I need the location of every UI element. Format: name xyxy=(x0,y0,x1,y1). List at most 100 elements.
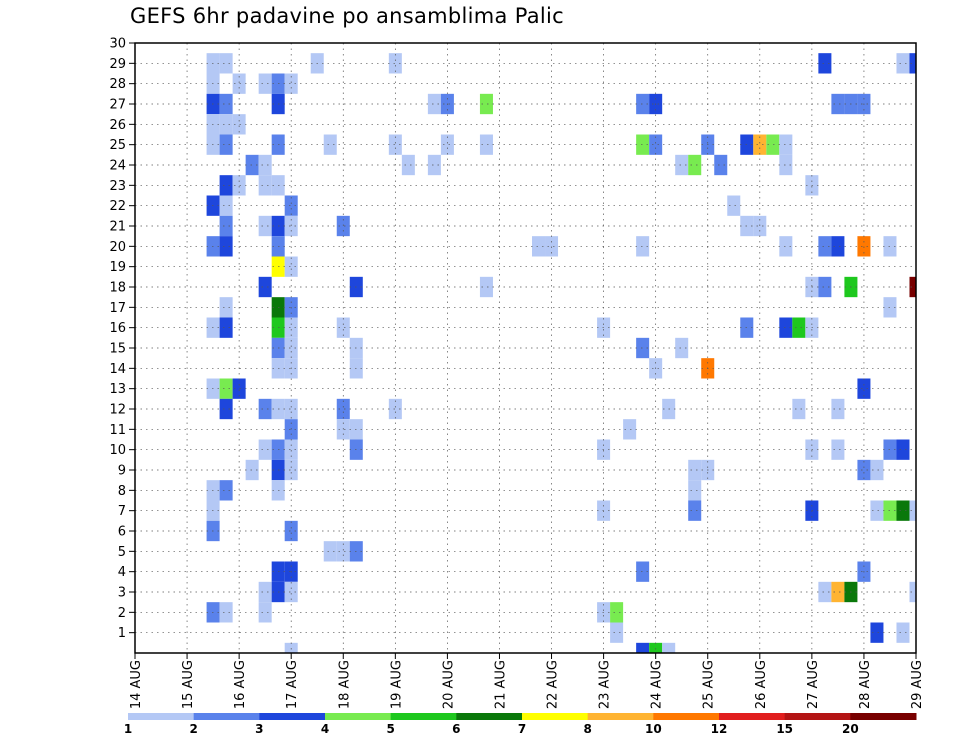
legend-swatch xyxy=(653,713,720,720)
x-tick-label: 19 AUG xyxy=(389,660,404,709)
precip-cell xyxy=(766,134,780,155)
precip-cell xyxy=(258,154,272,176)
y-tick-label: 6 xyxy=(118,525,126,540)
y-tick-label: 4 xyxy=(118,565,126,580)
precip-cell xyxy=(688,459,702,481)
y-tick-label: 27 xyxy=(109,98,126,113)
precip-cell xyxy=(232,73,246,94)
y-tick-label: 15 xyxy=(109,342,126,357)
precip-cell xyxy=(779,134,793,155)
precip-cell xyxy=(675,337,689,359)
y-tick-label: 25 xyxy=(109,138,126,153)
x-tick-label: 21 AUG xyxy=(493,660,508,709)
precip-cell xyxy=(818,236,832,257)
y-tick-label: 21 xyxy=(109,220,126,235)
precip-cell xyxy=(636,561,650,582)
precip-cell xyxy=(831,236,845,257)
precip-cell xyxy=(636,134,650,155)
precip-cell xyxy=(909,276,916,298)
legend-label: 12 xyxy=(711,722,728,736)
x-tick-label: 26 AUG xyxy=(754,660,769,709)
precip-cell xyxy=(336,317,350,338)
precip-cell xyxy=(857,459,871,481)
precip-cell xyxy=(323,134,337,155)
precip-cell xyxy=(779,154,793,176)
precip-cell xyxy=(870,500,884,521)
precip-cell xyxy=(219,398,233,420)
precip-cell xyxy=(688,154,702,176)
y-tick-label: 30 xyxy=(109,37,126,52)
precip-cell xyxy=(219,215,233,237)
precip-cell xyxy=(219,53,233,74)
legend-swatch xyxy=(456,713,523,720)
legend-label: 3 xyxy=(255,722,263,736)
legend-swatch xyxy=(390,713,457,720)
precip-cell xyxy=(688,480,702,501)
precip-cell xyxy=(401,154,415,176)
y-tick-label: 2 xyxy=(118,606,126,621)
precip-cell xyxy=(479,276,493,298)
precip-cell xyxy=(896,439,910,460)
precip-cell xyxy=(232,114,246,135)
y-tick-label: 29 xyxy=(109,57,126,72)
precip-cell xyxy=(636,337,650,359)
precip-cell xyxy=(388,398,402,420)
precip-cell xyxy=(219,175,233,196)
y-axis: 1234567891011121314151617181920212223242… xyxy=(109,37,135,641)
precip-cell xyxy=(896,53,910,74)
x-tick-label: 25 AUG xyxy=(702,660,717,709)
precip-cell xyxy=(284,642,298,653)
x-tick-label: 23 AUG xyxy=(598,660,613,709)
legend-swatch xyxy=(259,713,326,720)
precip-cell xyxy=(388,53,402,74)
precip-cell xyxy=(857,236,871,257)
precip-cell xyxy=(727,195,741,216)
y-tick-label: 1 xyxy=(118,626,126,641)
precip-cell xyxy=(896,500,910,521)
y-tick-label: 23 xyxy=(109,179,126,194)
precip-cell xyxy=(336,541,350,562)
precip-cell xyxy=(284,459,298,481)
x-tick-label: 28 AUG xyxy=(858,660,873,709)
precip-cell xyxy=(896,622,910,643)
precip-cell xyxy=(219,480,233,501)
precip-cell xyxy=(440,134,454,155)
x-tick-label: 15 AUG xyxy=(181,660,196,709)
y-tick-label: 8 xyxy=(118,484,126,499)
precip-cell xyxy=(636,93,650,115)
legend-label: 5 xyxy=(386,722,394,736)
x-tick-label: 14 AUG xyxy=(129,660,144,709)
y-tick-label: 11 xyxy=(109,423,126,438)
precip-cell xyxy=(714,154,728,176)
legend-label: 7 xyxy=(518,722,526,736)
precip-cell xyxy=(792,398,806,420)
legend-label: 20 xyxy=(842,722,859,736)
y-tick-label: 19 xyxy=(109,260,126,275)
precip-cell xyxy=(258,602,272,623)
precip-cell xyxy=(427,154,441,176)
precip-cell xyxy=(219,134,233,155)
legend-swatch xyxy=(193,713,260,720)
precip-cell xyxy=(636,236,650,257)
legend-swatch xyxy=(784,713,851,720)
precip-cell xyxy=(636,642,650,653)
precip-cell xyxy=(427,93,441,115)
precip-cell xyxy=(284,317,298,338)
precip-cell xyxy=(219,317,233,338)
precip-cell xyxy=(479,93,493,115)
y-tick-label: 22 xyxy=(109,199,126,214)
legend-swatch xyxy=(325,713,392,720)
precip-cell xyxy=(870,459,884,481)
legend-label: 15 xyxy=(776,722,793,736)
precip-cell xyxy=(675,154,689,176)
y-tick-label: 7 xyxy=(118,504,126,519)
y-tick-label: 14 xyxy=(109,362,126,377)
legend-label: 2 xyxy=(189,722,197,736)
precip-cell xyxy=(818,581,832,603)
precip-cell xyxy=(258,398,272,420)
precip-cell xyxy=(219,114,233,135)
precip-cell xyxy=(779,236,793,257)
y-tick-label: 3 xyxy=(118,586,126,601)
precip-cell xyxy=(610,602,624,623)
precip-cell xyxy=(688,500,702,521)
